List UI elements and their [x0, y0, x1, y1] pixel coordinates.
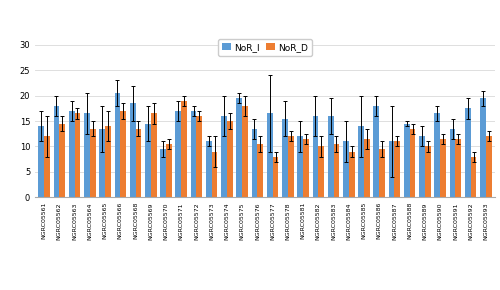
Bar: [434, 113, 440, 197]
Bar: [404, 124, 409, 197]
Bar: [242, 106, 248, 197]
Bar: [252, 129, 258, 197]
Bar: [196, 116, 202, 197]
Legend: NoR_I, NoR_D: NoR_I, NoR_D: [218, 39, 312, 56]
Bar: [358, 126, 364, 197]
Bar: [334, 144, 340, 197]
Bar: [130, 103, 136, 197]
Bar: [84, 113, 90, 197]
Bar: [343, 142, 349, 197]
Bar: [100, 129, 105, 197]
Bar: [38, 126, 44, 197]
Bar: [282, 119, 288, 197]
Bar: [136, 129, 141, 197]
Bar: [212, 151, 218, 197]
Bar: [480, 98, 486, 197]
Bar: [54, 106, 60, 197]
Bar: [227, 121, 232, 197]
Bar: [181, 101, 187, 197]
Bar: [258, 144, 263, 197]
Bar: [105, 126, 111, 197]
Bar: [74, 113, 80, 197]
Bar: [419, 136, 425, 197]
Bar: [465, 108, 470, 197]
Bar: [60, 124, 65, 197]
Bar: [486, 136, 492, 197]
Bar: [470, 157, 476, 197]
Bar: [272, 157, 278, 197]
Bar: [410, 129, 416, 197]
Bar: [303, 139, 309, 197]
Bar: [236, 98, 242, 197]
Bar: [190, 111, 196, 197]
Bar: [349, 151, 354, 197]
Bar: [374, 106, 379, 197]
Bar: [328, 116, 334, 197]
Bar: [145, 124, 151, 197]
Bar: [440, 139, 446, 197]
Bar: [160, 149, 166, 197]
Bar: [456, 139, 461, 197]
Bar: [288, 136, 294, 197]
Bar: [267, 113, 272, 197]
Bar: [298, 136, 303, 197]
Bar: [151, 113, 156, 197]
Bar: [388, 142, 394, 197]
Bar: [394, 142, 400, 197]
Bar: [221, 116, 227, 197]
Bar: [318, 146, 324, 197]
Bar: [69, 111, 74, 197]
Bar: [206, 142, 212, 197]
Bar: [44, 136, 50, 197]
Bar: [114, 93, 120, 197]
Bar: [450, 129, 456, 197]
Bar: [176, 111, 181, 197]
Bar: [425, 146, 430, 197]
Bar: [166, 144, 172, 197]
Bar: [90, 129, 96, 197]
Bar: [379, 149, 385, 197]
Bar: [312, 116, 318, 197]
Bar: [120, 111, 126, 197]
Bar: [364, 139, 370, 197]
